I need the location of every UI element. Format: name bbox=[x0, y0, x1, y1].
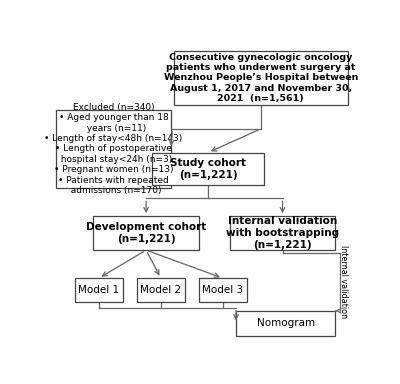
Text: Model 1: Model 1 bbox=[78, 285, 119, 295]
FancyBboxPatch shape bbox=[174, 51, 348, 105]
Text: Development cohort
(n=1,221): Development cohort (n=1,221) bbox=[86, 222, 206, 244]
FancyBboxPatch shape bbox=[199, 278, 247, 302]
Text: Consecutive gynecologic oncology
patients who underwent surgery at
Wenzhou Peopl: Consecutive gynecologic oncology patient… bbox=[164, 53, 358, 103]
FancyBboxPatch shape bbox=[152, 152, 264, 185]
Text: Study cohort
(n=1,221): Study cohort (n=1,221) bbox=[170, 158, 246, 180]
Text: Internal validation: Internal validation bbox=[339, 245, 348, 318]
FancyBboxPatch shape bbox=[137, 278, 185, 302]
FancyBboxPatch shape bbox=[236, 311, 335, 336]
Text: Model 2: Model 2 bbox=[140, 285, 181, 295]
FancyBboxPatch shape bbox=[230, 216, 335, 250]
FancyBboxPatch shape bbox=[94, 216, 199, 250]
Text: Model 3: Model 3 bbox=[202, 285, 243, 295]
Text: Excluded (n=340)
• Aged younger than 18
  years (n=11)
• Length of stay<48h (n=1: Excluded (n=340) • Aged younger than 18 … bbox=[44, 103, 183, 195]
Text: Internal validation
with bootstrapping
(n=1,221): Internal validation with bootstrapping (… bbox=[226, 217, 339, 250]
FancyBboxPatch shape bbox=[56, 110, 171, 188]
FancyBboxPatch shape bbox=[75, 278, 123, 302]
Text: Nomogram: Nomogram bbox=[256, 318, 315, 328]
